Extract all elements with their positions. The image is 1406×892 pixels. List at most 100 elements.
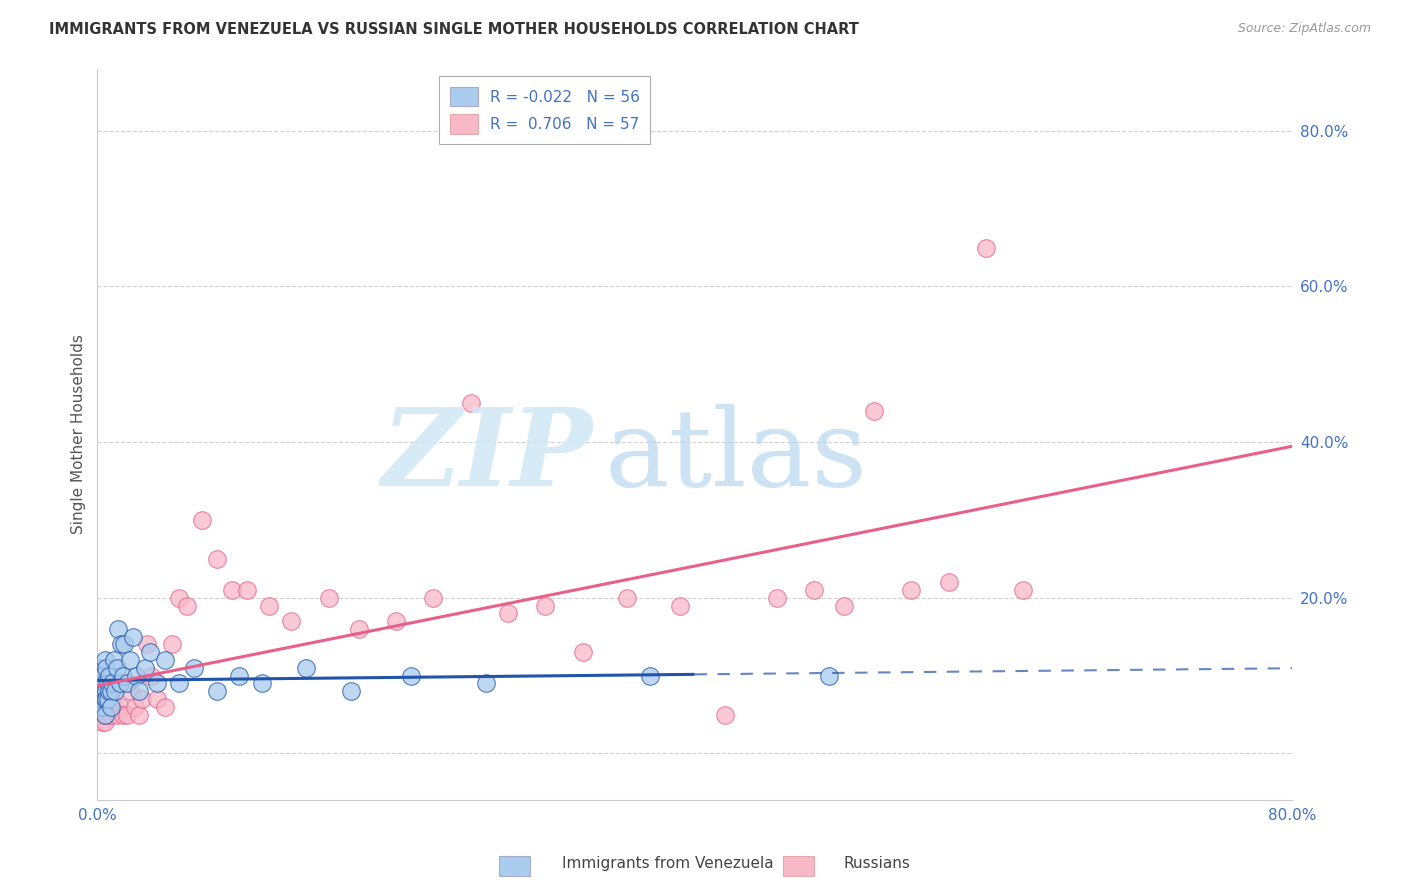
Point	[105, 661, 128, 675]
Point	[128, 684, 150, 698]
Text: atlas: atlas	[605, 404, 868, 509]
Point	[91, 692, 114, 706]
Point	[97, 676, 120, 690]
Point	[153, 699, 176, 714]
Point	[89, 692, 111, 706]
Point	[107, 622, 129, 636]
Point	[146, 676, 169, 690]
Point	[803, 582, 825, 597]
Point	[713, 707, 735, 722]
Point	[385, 614, 408, 628]
Point	[280, 614, 302, 628]
Point	[153, 653, 176, 667]
Point	[1012, 582, 1035, 597]
Point	[105, 707, 128, 722]
Point	[87, 668, 110, 682]
Legend: R = -0.022   N = 56, R =  0.706   N = 57: R = -0.022 N = 56, R = 0.706 N = 57	[440, 76, 651, 145]
Point	[422, 591, 444, 605]
Point	[668, 599, 690, 613]
Point	[90, 684, 112, 698]
Point	[94, 715, 117, 730]
Point	[101, 676, 124, 690]
Point	[89, 676, 111, 690]
Point	[94, 707, 117, 722]
Point	[250, 676, 273, 690]
Point	[205, 552, 228, 566]
Point	[818, 668, 841, 682]
Y-axis label: Single Mother Households: Single Mother Households	[72, 334, 86, 534]
Point	[96, 707, 118, 722]
Point	[112, 638, 135, 652]
Point	[90, 715, 112, 730]
Point	[94, 676, 117, 690]
Point	[183, 661, 205, 675]
Point	[96, 684, 118, 698]
Point	[111, 668, 134, 682]
Point	[257, 599, 280, 613]
Point	[138, 645, 160, 659]
Point	[900, 582, 922, 597]
Point	[295, 661, 318, 675]
Point	[91, 684, 114, 698]
Text: ZIP: ZIP	[382, 403, 593, 509]
Point	[638, 668, 661, 682]
Point	[90, 684, 112, 698]
Point	[91, 699, 114, 714]
Point	[96, 692, 118, 706]
Point	[97, 692, 120, 706]
Text: IMMIGRANTS FROM VENEZUELA VS RUSSIAN SINGLE MOTHER HOUSEHOLDS CORRELATION CHART: IMMIGRANTS FROM VENEZUELA VS RUSSIAN SIN…	[49, 22, 859, 37]
Point	[160, 638, 183, 652]
Point	[832, 599, 855, 613]
Point	[340, 684, 363, 698]
Point	[122, 630, 145, 644]
Point	[96, 684, 118, 698]
Point	[235, 582, 257, 597]
Point	[100, 699, 122, 714]
Point	[571, 645, 593, 659]
Point	[115, 707, 138, 722]
Point	[460, 396, 482, 410]
Point	[87, 684, 110, 698]
Point	[221, 582, 243, 597]
Point	[110, 638, 132, 652]
Point	[103, 653, 125, 667]
Point	[87, 692, 110, 706]
Point	[534, 599, 557, 613]
Point	[191, 513, 214, 527]
Point	[94, 692, 117, 706]
Point	[146, 692, 169, 706]
Point	[90, 692, 112, 706]
Point	[104, 684, 127, 698]
Point	[616, 591, 638, 605]
Point	[169, 591, 191, 605]
Point	[496, 607, 519, 621]
Point	[87, 692, 110, 706]
Point	[90, 668, 112, 682]
Point	[176, 599, 198, 613]
Text: Source: ZipAtlas.com: Source: ZipAtlas.com	[1237, 22, 1371, 36]
Point	[98, 684, 121, 698]
Point	[101, 684, 124, 698]
Point	[128, 707, 150, 722]
Point	[125, 668, 148, 682]
Point	[89, 661, 111, 675]
Text: Russians: Russians	[844, 856, 911, 871]
Point	[124, 699, 146, 714]
Point	[131, 692, 153, 706]
Point	[938, 575, 960, 590]
Point	[228, 668, 250, 682]
Point	[120, 684, 142, 698]
Text: Immigrants from Venezuela: Immigrants from Venezuela	[562, 856, 775, 871]
Point	[98, 692, 121, 706]
Point	[318, 591, 340, 605]
Point	[108, 676, 131, 690]
Point	[94, 653, 117, 667]
Point	[89, 699, 111, 714]
Point	[474, 676, 496, 690]
Point	[205, 684, 228, 698]
Point	[89, 676, 111, 690]
Point	[169, 676, 191, 690]
Point	[135, 638, 157, 652]
Point	[974, 241, 997, 255]
Point	[94, 676, 117, 690]
